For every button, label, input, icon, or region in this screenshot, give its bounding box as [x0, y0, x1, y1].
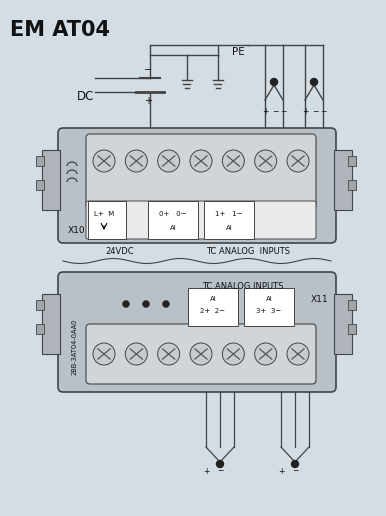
- Text: 1+   1−: 1+ 1−: [215, 211, 243, 217]
- Text: 0+   0−: 0+ 0−: [159, 211, 187, 217]
- FancyBboxPatch shape: [86, 324, 316, 384]
- Bar: [36, 156, 44, 166]
- Bar: [244, 288, 294, 326]
- Text: −: −: [217, 466, 223, 476]
- Text: −: −: [312, 107, 318, 117]
- Text: 2BB-3AT04-0AA0: 2BB-3AT04-0AA0: [72, 319, 78, 375]
- Bar: [148, 201, 198, 239]
- Bar: [348, 324, 356, 334]
- Circle shape: [271, 78, 278, 86]
- Bar: [334, 294, 352, 354]
- Text: L+  M: L+ M: [94, 211, 114, 217]
- Text: DC: DC: [77, 90, 94, 104]
- Text: X10: X10: [68, 226, 86, 235]
- Circle shape: [163, 300, 169, 308]
- Circle shape: [157, 150, 179, 172]
- Bar: [348, 300, 356, 310]
- Circle shape: [291, 460, 298, 467]
- Text: AI: AI: [210, 296, 217, 302]
- Text: +: +: [278, 466, 284, 476]
- Bar: [36, 300, 44, 310]
- Bar: [36, 324, 44, 334]
- Circle shape: [190, 150, 212, 172]
- Circle shape: [125, 150, 147, 172]
- Circle shape: [93, 150, 115, 172]
- Bar: [88, 201, 126, 239]
- Circle shape: [255, 343, 277, 365]
- Bar: [348, 180, 356, 190]
- Text: TC ANALOG INPUTS: TC ANALOG INPUTS: [202, 282, 284, 291]
- Text: AI: AI: [266, 296, 273, 302]
- Text: AI: AI: [226, 225, 232, 231]
- Circle shape: [222, 150, 244, 172]
- Text: +: +: [144, 96, 152, 106]
- Circle shape: [287, 343, 309, 365]
- FancyBboxPatch shape: [58, 272, 336, 392]
- Text: EM AT04: EM AT04: [10, 20, 110, 40]
- Circle shape: [217, 460, 223, 467]
- Text: −: −: [280, 107, 286, 117]
- Bar: [204, 201, 254, 239]
- Bar: [42, 150, 60, 210]
- Text: TC ANALOG  INPUTS: TC ANALOG INPUTS: [206, 247, 290, 255]
- Circle shape: [125, 343, 147, 365]
- Circle shape: [157, 343, 179, 365]
- Bar: [36, 180, 44, 190]
- Text: +: +: [262, 107, 268, 117]
- Text: X11: X11: [310, 296, 328, 304]
- Text: −: −: [292, 466, 298, 476]
- Text: 2+  2−: 2+ 2−: [200, 308, 225, 314]
- Circle shape: [93, 343, 115, 365]
- Text: 3+  3−: 3+ 3−: [256, 308, 282, 314]
- Circle shape: [142, 300, 149, 308]
- Bar: [348, 156, 356, 166]
- Text: 24VDC: 24VDC: [106, 247, 134, 255]
- FancyBboxPatch shape: [86, 134, 316, 209]
- Text: −: −: [144, 65, 152, 75]
- Circle shape: [122, 300, 129, 308]
- Bar: [42, 294, 60, 354]
- Text: −: −: [272, 107, 278, 117]
- Bar: [188, 288, 238, 326]
- Text: PE: PE: [232, 47, 245, 57]
- Text: +: +: [302, 107, 308, 117]
- Text: −: −: [320, 107, 326, 117]
- Circle shape: [190, 343, 212, 365]
- Text: AI: AI: [169, 225, 176, 231]
- FancyBboxPatch shape: [86, 201, 316, 239]
- Circle shape: [287, 150, 309, 172]
- Circle shape: [310, 78, 318, 86]
- Circle shape: [222, 343, 244, 365]
- Bar: [334, 150, 352, 210]
- Text: +: +: [203, 466, 209, 476]
- FancyBboxPatch shape: [58, 128, 336, 243]
- Circle shape: [255, 150, 277, 172]
